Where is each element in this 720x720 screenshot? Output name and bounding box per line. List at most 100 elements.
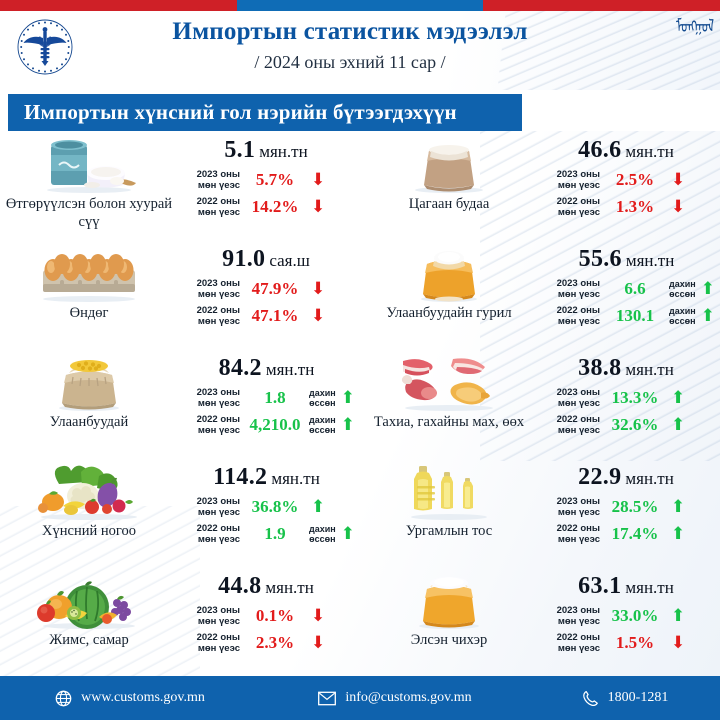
total-unit: мян.тн	[625, 578, 674, 597]
total-value: 44.8	[218, 573, 262, 599]
flag-color-bar	[0, 0, 720, 11]
comparison-period-label: 2022 оны мөн үеэс	[178, 414, 244, 436]
period-phrase: мөн үеэс	[557, 534, 600, 545]
times-word-1: дахин	[669, 279, 696, 289]
comparison-row: 2022 оны мөн үеэс 1.9 дахин өссөн ⬆	[178, 521, 355, 547]
period-year: 2023 оны	[556, 496, 600, 507]
change-value: 2.5%	[615, 170, 655, 189]
mongolian-customs-emblem-icon	[14, 16, 76, 78]
product-identity: Өндөг	[0, 240, 178, 322]
comparison-period-label: 2022 оны мөн үеэс	[178, 196, 244, 218]
change-value: 14.2%	[251, 197, 299, 216]
arrow-up-icon: ⬆	[671, 387, 686, 408]
arrow-up-icon: ⬆	[340, 387, 355, 408]
comparison-row: 2023 оны мөн үеэс 36.8% ⬆	[178, 494, 355, 520]
total-value: 63.1	[578, 573, 622, 599]
comparison-row: 2022 оны мөн үеэс 130.1 дахин өссөн ⬆	[538, 303, 715, 329]
arrow-down-icon: ⬇	[671, 169, 686, 190]
period-phrase: мөн үеэс	[557, 207, 600, 218]
period-year: 2023 оны	[556, 169, 600, 180]
period-year: 2023 оны	[196, 496, 240, 507]
period-phrase: мөн үеэс	[557, 316, 600, 327]
total-unit: сая.ш	[269, 251, 310, 270]
comparison-period-label: 2022 оны мөн үеэс	[538, 305, 604, 327]
footer-phone[interactable]: 1800-1281	[530, 690, 720, 707]
condensed-dry-milk-icon	[29, 135, 149, 193]
change-value: 33.0%	[611, 606, 659, 625]
comparison-row: 2022 оны мөн үеэс 14.2% ⬇	[178, 194, 354, 220]
change-value: 47.9%	[251, 279, 299, 298]
period-phrase: мөн үеэс	[197, 180, 240, 191]
times-word-1: дахин	[309, 388, 336, 398]
product-figures: 22.9 мян.тн 2023 оны мөн үеэс 28.5% ⬆ 2022…	[538, 458, 720, 547]
total-value: 91.0	[222, 246, 266, 272]
product-figures: 38.8 мян.тн 2023 оны мөн үеэс 13.3% ⬆ 2022…	[538, 349, 720, 438]
product-card: Жимс, самар 44.8 мян.тн 2023 оны мөн үеэс …	[0, 567, 360, 676]
flag-stripe-red-left	[0, 0, 237, 11]
period-year: 2023 оны	[196, 605, 240, 616]
arrow-down-icon: ⬇	[671, 196, 686, 217]
flag-stripe-red-right	[483, 0, 720, 11]
footer-website[interactable]: www.customs.gov.mn	[0, 690, 260, 707]
page-header: Импортын статистик мэдээлэл / 2024 оны э…	[0, 11, 720, 90]
comparison-period-label: 2022 оны мөн үеэс	[538, 414, 604, 436]
period-phrase: мөн үеэс	[197, 425, 240, 436]
product-identity: Элсэн чихэр	[360, 567, 538, 649]
arrow-down-icon: ⬇	[311, 196, 326, 217]
arrow-up-icon: ⬆	[671, 496, 686, 517]
product-name: Жимс, самар	[49, 632, 129, 648]
period-year: 2023 оны	[196, 169, 240, 180]
product-total: 38.8 мян.тн	[538, 355, 714, 384]
period-year: 2022 оны	[196, 414, 240, 425]
period-year: 2022 оны	[556, 632, 600, 643]
globe-icon	[55, 690, 72, 707]
product-total: 46.6 мян.тн	[538, 137, 714, 166]
period-phrase: мөн үеэс	[557, 616, 600, 627]
comparison-row: 2023 оны мөн үеэс 33.0% ⬆	[538, 603, 714, 629]
period-phrase: мөн үеэс	[197, 507, 240, 518]
period-year: 2023 оны	[196, 278, 240, 289]
period-phrase: мөн үеэс	[557, 180, 600, 191]
comparison-row: 2023 оны мөн үеэс 28.5% ⬆	[538, 494, 714, 520]
times-word-1: дахин	[309, 415, 336, 425]
change-value: 1.9	[264, 524, 286, 543]
total-unit: мян.тн	[265, 360, 315, 379]
envelope-icon	[318, 691, 337, 706]
comparison-row: 2023 оны мөн үеэс 1.8 дахин өссөн ⬆	[178, 385, 355, 411]
change-value: 28.5%	[611, 497, 659, 516]
product-identity: Улаанбуудайн гурил	[360, 240, 538, 322]
period-phrase: мөн үеэс	[197, 289, 240, 300]
comparison-row: 2022 оны мөн үеэс 1.3% ⬇	[538, 194, 714, 220]
times-word-1: дахин	[309, 524, 336, 534]
product-total: 84.2 мян.тн	[178, 355, 355, 384]
period-year: 2022 оны	[196, 523, 240, 534]
comparison-row: 2023 оны мөн үеэс 47.9% ⬇	[178, 276, 354, 302]
product-card: Улаанбуудай 84.2 мян.тн 2023 оны мөн үеэс …	[0, 349, 360, 458]
page-title: Импортын статистик мэдээлэл	[172, 18, 528, 45]
comparison-period-label: 2023 оны мөн үеэс	[538, 605, 604, 627]
product-name: Өтгөрүүлсэн болон хуурай сүү	[5, 196, 173, 230]
total-unit: мян.тн	[625, 469, 674, 488]
comparison-period-label: 2023 оны мөн үеэс	[538, 278, 604, 300]
comparison-period-label: 2023 оны мөн үеэс	[178, 496, 244, 518]
total-value: 46.6	[578, 137, 622, 163]
products-grid: Өтгөрүүлсэн болон хуурай сүү 5.1 мян.тн 2…	[0, 131, 720, 676]
footer-email[interactable]: info@customs.gov.mn	[260, 690, 530, 706]
total-unit: мян.тн	[625, 142, 674, 161]
total-unit: мян.тн	[259, 142, 308, 161]
comparison-period-label: 2022 оны мөн үеэс	[178, 632, 244, 654]
times-word-2: өссөн	[309, 425, 336, 435]
period-phrase: мөн үеэс	[557, 507, 600, 518]
comparison-row: 2022 оны мөн үеэс 4,210.0 дахин өссөн ⬆	[178, 412, 355, 438]
product-total: 22.9 мян.тн	[538, 464, 714, 493]
period-year: 2022 оны	[556, 414, 600, 425]
product-identity: Өтгөрүүлсэн болон хуурай сүү	[0, 131, 178, 231]
product-figures: 114.2 мян.тн 2023 оны мөн үеэс 36.8% ⬆ 202…	[178, 458, 361, 547]
arrow-down-icon: ⬇	[311, 605, 326, 626]
products-board: Өтгөрүүлсэн болон хуурай сүү 5.1 мян.тн 2…	[0, 131, 720, 676]
footer-phone-text: 1800-1281	[607, 690, 669, 705]
arrow-up-icon: ⬆	[671, 523, 686, 544]
product-card: Тахиа, гахайны мах, өөх 38.8 мян.тн 2023 …	[360, 349, 720, 458]
product-card: Өтгөрүүлсэн болон хуурай сүү 5.1 мян.тн 2…	[0, 131, 360, 240]
arrow-down-icon: ⬇	[671, 632, 686, 653]
